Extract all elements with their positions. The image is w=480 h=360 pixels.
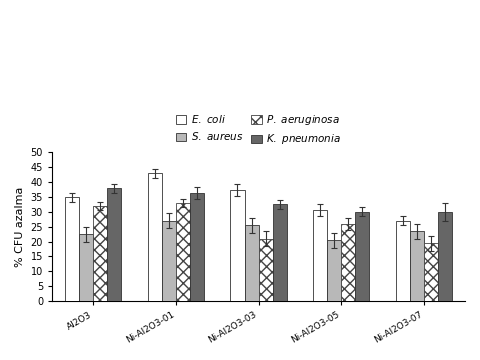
Bar	[148, 173, 162, 301]
Bar	[94, 206, 108, 301]
Bar	[65, 197, 79, 301]
Bar	[438, 212, 452, 301]
Bar	[176, 203, 190, 301]
Bar	[230, 190, 244, 301]
Bar	[327, 240, 341, 301]
Bar	[341, 224, 355, 301]
Bar	[409, 231, 424, 301]
Bar	[273, 204, 287, 301]
Legend: $\it{E.}$ $\it{coli}$, $\it{S.}$ $\it{aureus}$, $\it{P.}$ $\it{aeruginosa}$, $\i: $\it{E.}$ $\it{coli}$, $\it{S.}$ $\it{au…	[173, 110, 344, 150]
Bar	[244, 225, 259, 301]
Bar	[79, 234, 94, 301]
Bar	[396, 221, 409, 301]
Bar	[190, 193, 204, 301]
Bar	[259, 239, 273, 301]
Bar	[424, 243, 438, 301]
Bar	[162, 221, 176, 301]
Bar	[108, 188, 121, 301]
Bar	[355, 212, 369, 301]
Bar	[313, 211, 327, 301]
Y-axis label: % CFU azalma: % CFU azalma	[15, 186, 25, 267]
